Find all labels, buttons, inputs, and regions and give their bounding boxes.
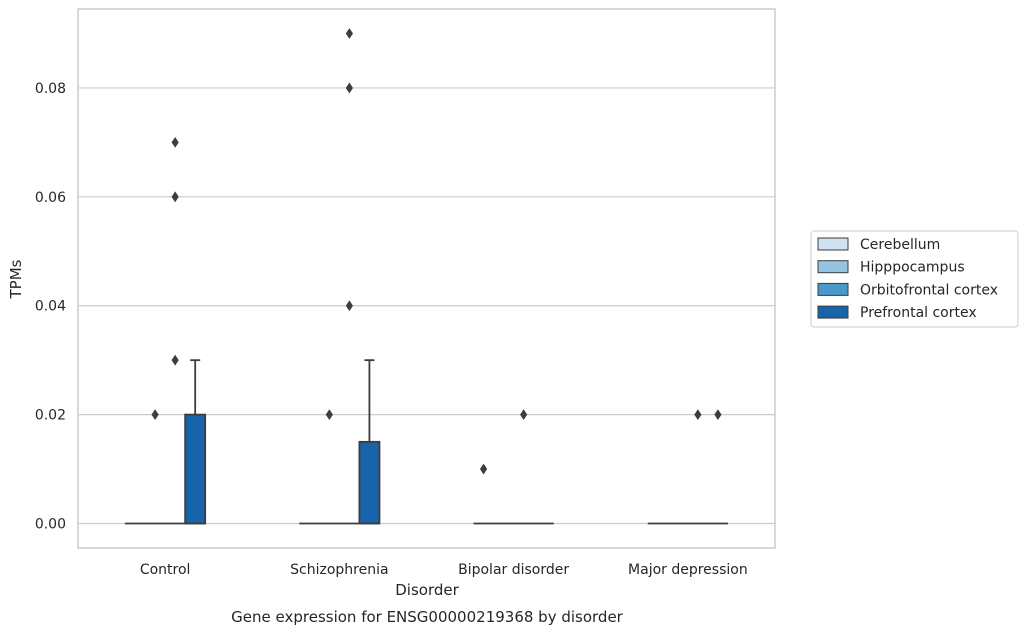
outlier-point [171,191,179,203]
box-orbitofrontal-cortex [513,409,534,525]
y-axis-label: TPMs [7,259,25,299]
outlier-point [694,409,702,421]
x-axis: Control Schizophrenia Bipolar disorder Majo… [140,562,748,578]
gridlines [78,87,775,525]
outlier-point [714,409,722,421]
x-axis-label: Disorder [395,581,459,599]
legend-swatch [817,260,849,274]
box-orbitofrontal-cortex [687,409,708,525]
y-tick-label: 0.00 [35,517,66,533]
y-tick-label: 0.02 [35,408,66,424]
outlier-point [151,409,159,421]
x-tick-label: Schizophrenia [290,562,388,578]
box-cerebellum [473,463,494,525]
box-prefrontal-cortex [358,359,381,525]
box-body [184,413,207,525]
outlier-point [345,300,353,312]
box-orbitofrontal-cortex [339,28,360,525]
legend-box [810,230,1019,328]
x-tick-label: Bipolar disorder [458,562,569,578]
y-tick-label: 0.08 [35,81,66,97]
x-tick-label: Major depression [628,562,748,578]
legend-label: Orbitofrontal cortex [860,282,998,298]
chart-caption: Gene expression for ENSG00000219368 by d… [231,608,624,626]
box-hipppocampus [319,409,340,525]
legend-swatch [817,305,849,319]
y-axis: 0.00 0.02 0.04 0.06 0.08 [35,81,66,533]
plot-frame [77,8,776,549]
outlier-point [325,409,333,421]
box-body [358,440,381,525]
box-orbitofrontal-cortex [165,136,186,525]
outlier-point [345,28,353,39]
box-prefrontal-cortex [707,409,728,525]
legend-swatch [817,237,849,251]
outlier-point [479,463,488,475]
legend-label: Hipppocampus [860,260,965,276]
outlier-point [520,409,528,421]
legend-label: Cerebellum [860,237,940,253]
legend-swatch [817,282,849,296]
y-tick-label: 0.04 [35,299,66,315]
boxes [125,28,728,525]
legend: Cerebellum Hipppocampus Orbitofrontal cort… [810,230,1019,328]
x-tick-label: Control [140,562,191,578]
legend-label: Prefrontal cortex [860,305,977,321]
outlier-point [171,136,179,148]
outlier-point [345,82,353,94]
box-hipppocampus [145,409,166,525]
outlier-point [171,354,179,366]
y-tick-label: 0.06 [35,190,66,206]
box-prefrontal-cortex [184,359,207,525]
plot-border [77,8,776,549]
